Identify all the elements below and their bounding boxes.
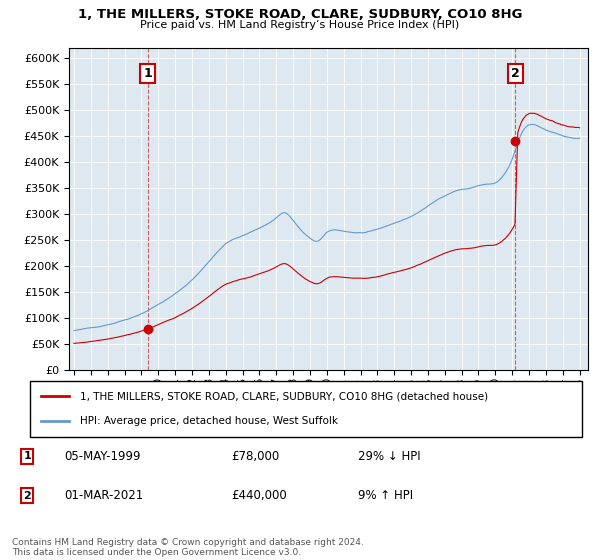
Text: 1, THE MILLERS, STOKE ROAD, CLARE, SUDBURY, CO10 8HG: 1, THE MILLERS, STOKE ROAD, CLARE, SUDBU…	[78, 8, 522, 21]
Text: 1, THE MILLERS, STOKE ROAD, CLARE, SUDBURY, CO10 8HG (detached house): 1, THE MILLERS, STOKE ROAD, CLARE, SUDBU…	[80, 391, 488, 402]
Text: 29% ↓ HPI: 29% ↓ HPI	[358, 450, 420, 463]
Text: 2: 2	[23, 491, 31, 501]
Text: 1: 1	[143, 67, 152, 80]
Text: 9% ↑ HPI: 9% ↑ HPI	[358, 489, 413, 502]
FancyBboxPatch shape	[30, 381, 582, 437]
Text: 01-MAR-2021: 01-MAR-2021	[64, 489, 143, 502]
Text: 05-MAY-1999: 05-MAY-1999	[64, 450, 140, 463]
Text: Price paid vs. HM Land Registry’s House Price Index (HPI): Price paid vs. HM Land Registry’s House …	[140, 20, 460, 30]
Text: 1: 1	[23, 451, 31, 461]
Text: £440,000: £440,000	[231, 489, 287, 502]
Text: £78,000: £78,000	[231, 450, 279, 463]
Text: HPI: Average price, detached house, West Suffolk: HPI: Average price, detached house, West…	[80, 416, 338, 426]
Text: 2: 2	[511, 67, 520, 80]
Text: Contains HM Land Registry data © Crown copyright and database right 2024.
This d: Contains HM Land Registry data © Crown c…	[12, 538, 364, 557]
